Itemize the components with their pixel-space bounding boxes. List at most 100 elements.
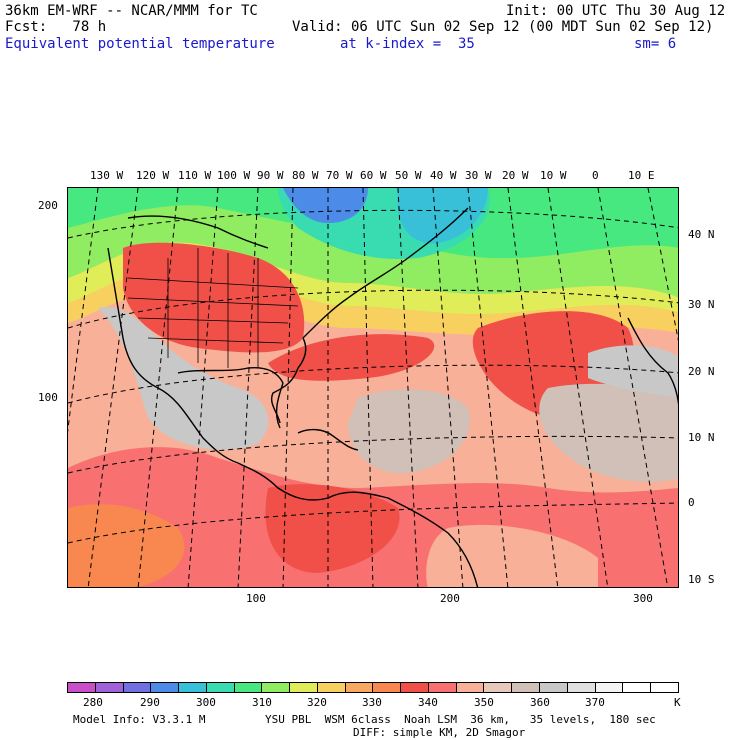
lat-line: [68, 502, 678, 544]
east-coast-us: [271, 337, 307, 424]
colorbar-swatch: [234, 683, 263, 692]
pacific-dry-zone: [98, 307, 269, 450]
caribbean-islands: [297, 428, 359, 451]
colorbar-swatch: [428, 683, 457, 692]
colorbar-label: 370: [585, 696, 605, 709]
lon-label: 40 W: [430, 169, 457, 182]
cold-core-inner: [283, 188, 368, 223]
colorbar-label: 320: [307, 696, 327, 709]
colorbar-swatch: [567, 683, 596, 692]
lat-label: 10 S: [688, 573, 715, 586]
south-atlantic: [426, 524, 598, 587]
colorbar-label: 350: [474, 696, 494, 709]
colorbar-label: 360: [530, 696, 550, 709]
lon-line: [467, 188, 509, 587]
lon-line: [187, 188, 219, 587]
west-africa-coast: [627, 317, 678, 405]
lat-line: [68, 364, 678, 404]
colorbar-swatch: [345, 683, 374, 692]
northeast-coast: [302, 207, 469, 339]
coastlines: [107, 207, 678, 587]
colorbar-swatch: [317, 683, 346, 692]
central-america: [237, 462, 329, 501]
colorbar-unit: K: [674, 696, 681, 709]
saharan-zone: [588, 345, 678, 398]
lat-line: [68, 435, 678, 474]
colorbar-swatch: [373, 683, 402, 692]
south-america-warm: [265, 484, 400, 573]
init-time: Init: 00 UTC Thu 30 Aug 12: [506, 3, 726, 19]
lon-label: 50 W: [395, 169, 422, 182]
atlantic-band-west: [268, 334, 435, 381]
lon-label: 20 W: [502, 169, 529, 182]
state-grid: [127, 248, 299, 368]
lon-line: [237, 188, 259, 587]
lat-line: [68, 289, 678, 329]
colorbar-swatch: [456, 683, 485, 692]
colorbar-swatch: [595, 683, 624, 692]
map-canvas: [68, 188, 678, 587]
colorbar-swatch: [512, 683, 541, 692]
north-coast-south-america: [327, 491, 479, 587]
colorbar: [67, 682, 679, 693]
lon-line: [507, 188, 559, 587]
forecast-hour: Fcst: 78 h: [5, 19, 107, 35]
graticule: [68, 188, 678, 587]
colorbar-swatch: [262, 683, 291, 692]
colorbar-swatch: [290, 683, 318, 692]
grid-label-x: 100: [246, 592, 266, 605]
lon-line: [432, 188, 464, 587]
colorbar-label: 300: [196, 696, 216, 709]
colorbar-swatch: [651, 683, 678, 692]
smoothing-label: sm= 6: [634, 36, 677, 52]
physics-line-2: DIFF: simple KM, 2D Smagor: [353, 726, 526, 739]
colorbar-swatch: [401, 683, 429, 692]
east-atlantic-dry: [539, 383, 678, 482]
valid-time: Valid: 06 UTC Sun 02 Sep 12 (00 MDT Sun …: [292, 19, 714, 35]
theta-e-map: [67, 187, 679, 588]
colorbar-swatch: [484, 683, 513, 692]
lon-line: [397, 188, 419, 587]
model-info: Model Info: V3.3.1 M: [73, 713, 206, 726]
lat-label: 20 N: [688, 365, 715, 378]
lon-label: 70 W: [326, 169, 353, 182]
lon-label: 60 W: [360, 169, 387, 182]
lon-label: 80 W: [292, 169, 319, 182]
physics-line-1: YSU PBL WSM 6class Noah LSM 36 km, 35 le…: [265, 713, 656, 726]
colorbar-label: 310: [252, 696, 272, 709]
lon-label: 30 W: [465, 169, 492, 182]
grid-label-x: 300: [633, 592, 653, 605]
state-borders: [127, 248, 299, 368]
lon-line: [68, 188, 99, 433]
colorbar-label: 290: [140, 696, 160, 709]
colorbar-swatch: [151, 683, 180, 692]
colorbar-label: 340: [418, 696, 438, 709]
colorbar-swatch: [123, 683, 152, 692]
model-title: 36km EM-WRF -- NCAR/MMM for TC: [5, 3, 258, 19]
lon-label: 110 W: [178, 169, 212, 182]
colorbar-swatch: [95, 683, 124, 692]
lon-line: [597, 188, 669, 587]
lat-label: 30 N: [688, 298, 715, 311]
cold-core-east: [397, 188, 488, 244]
level-label: at k-index = 35: [340, 36, 475, 52]
colorbar-swatch: [179, 683, 207, 692]
lon-label: 0: [592, 169, 599, 182]
colorbar-swatch: [206, 683, 235, 692]
colorbar-label: 280: [83, 696, 103, 709]
atlantic-dry-zone: [348, 389, 470, 474]
lon-label: 100 W: [217, 169, 251, 182]
east-pacific-warm: [68, 504, 185, 587]
lat-label: 0: [688, 496, 695, 509]
lon-label: 130 W: [90, 169, 124, 182]
lon-line: [547, 188, 609, 587]
lon-line: [362, 188, 374, 587]
field-name: Equivalent potential temperature: [5, 36, 275, 52]
west-coast-north-america: [107, 247, 239, 464]
lon-label: 120 W: [136, 169, 170, 182]
canada-border: [127, 215, 269, 249]
lon-label: 90 W: [257, 169, 284, 182]
colorbar-swatch: [623, 683, 652, 692]
gulf-coast: [177, 366, 284, 384]
colorbar-label: 330: [362, 696, 382, 709]
